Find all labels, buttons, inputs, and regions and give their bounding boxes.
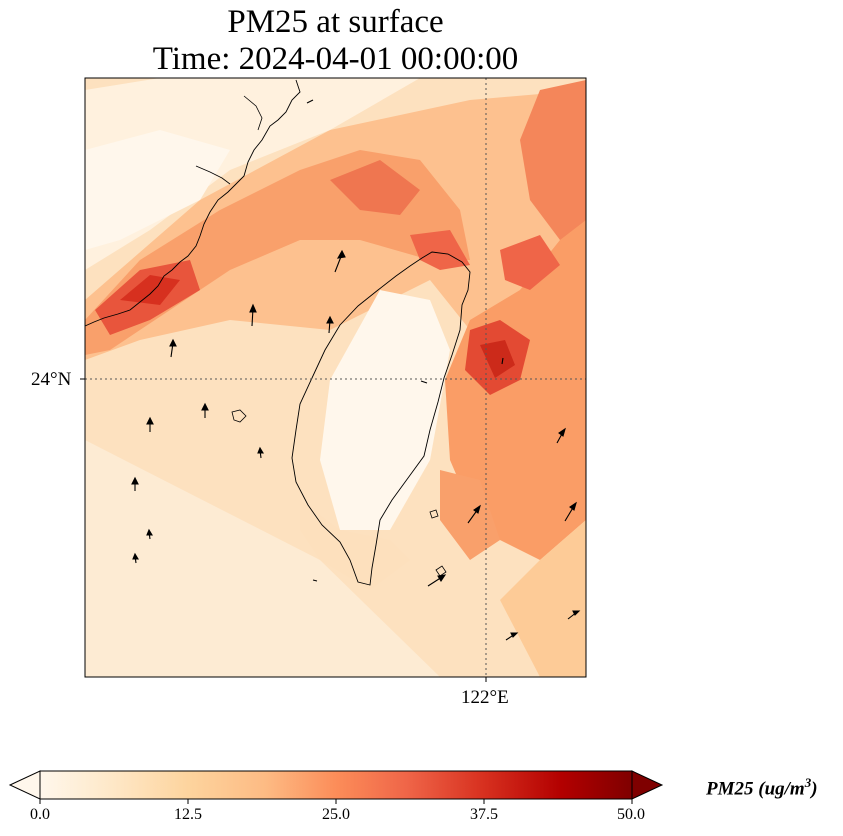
taiwan-coastline [291, 251, 471, 586]
colorbar-gradient [39, 770, 633, 800]
wind-arrow [312, 579, 318, 582]
wind-arrow [201, 402, 209, 418]
wind-arrow [427, 574, 447, 587]
wind-arrow [132, 552, 139, 564]
wind-vectors [131, 99, 581, 641]
wind-arrow [501, 357, 504, 365]
colorbar-max-extend [631, 770, 664, 800]
wind-arrow [567, 610, 581, 620]
latitude-tick-label: 24°N [31, 369, 72, 390]
wind-arrow [146, 416, 154, 432]
colorbar-tick-label: 37.5 [470, 806, 498, 823]
wind-arrow [505, 632, 519, 641]
wind-arrow [131, 476, 139, 491]
map-subtitle-time: Time: 2024-04-01 00:00:00 [152, 41, 519, 77]
colorbar-tick-label: 12.5 [174, 806, 202, 823]
map-title: PM25 at surface [227, 4, 444, 40]
map-frame [84, 77, 587, 678]
wind-arrow [334, 249, 346, 273]
wind-arrow [420, 380, 428, 384]
wind-arrow [249, 303, 257, 327]
colorbar-tick-label: 25.0 [322, 806, 350, 823]
wind-arrow [169, 338, 177, 358]
wind-arrow [326, 315, 334, 334]
colorbar-units-label: PM25 (ug/m3) [706, 775, 818, 800]
wind-arrow [556, 427, 566, 444]
pm25-field [85, 78, 586, 677]
longitude-tick-label: 122°E [461, 687, 509, 708]
penghu-islands [231, 409, 247, 423]
wind-arrow [564, 501, 577, 522]
wind-arrow [257, 446, 264, 459]
mainland-coastline [84, 79, 301, 327]
wind-arrow [467, 504, 481, 524]
wind-arrow [306, 99, 314, 104]
colorbar-min-extend [8, 770, 41, 800]
colorbar [8, 770, 664, 804]
colorbar-tick-label: 50.0 [617, 806, 645, 823]
colorbar-tick-label: 0.0 [30, 806, 50, 823]
wind-arrow [146, 528, 153, 540]
